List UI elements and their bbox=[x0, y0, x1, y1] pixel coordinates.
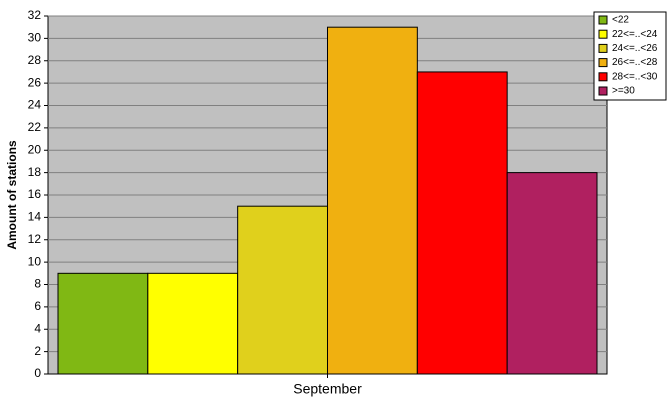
legend-swatch bbox=[598, 29, 608, 39]
legend-label: 22<=..<24 bbox=[612, 29, 658, 40]
y-tick-label: 12 bbox=[28, 232, 42, 246]
legend-label: 26<=..<28 bbox=[612, 57, 658, 68]
y-tick-label: 14 bbox=[28, 210, 42, 224]
y-tick-label: 2 bbox=[34, 344, 41, 358]
bar bbox=[416, 71, 508, 375]
legend-swatch bbox=[598, 58, 608, 68]
y-tick-label: 10 bbox=[28, 254, 42, 268]
y-tick-label: 6 bbox=[34, 299, 41, 313]
y-tick-label: 0 bbox=[34, 366, 41, 380]
y-tick-label: 24 bbox=[28, 98, 42, 112]
legend-swatch bbox=[598, 15, 608, 25]
legend-swatch bbox=[598, 86, 608, 96]
y-tick-label: 16 bbox=[28, 187, 42, 201]
y-tick-label: 26 bbox=[28, 75, 42, 89]
bar bbox=[57, 272, 149, 375]
legend-label: 24<=..<26 bbox=[612, 43, 658, 54]
bar bbox=[147, 272, 239, 375]
legend-box bbox=[593, 11, 667, 101]
y-tick-label: 22 bbox=[28, 120, 42, 134]
y-tick-label: 4 bbox=[34, 321, 41, 335]
y-tick-label: 30 bbox=[28, 31, 42, 45]
legend-swatch bbox=[598, 43, 608, 53]
bar bbox=[237, 205, 329, 375]
bar bbox=[327, 26, 418, 375]
y-tick-label: 32 bbox=[28, 8, 42, 22]
legend: <22 22<=..<24 24<=..<26 26<=..<28 28<=..<30 >… bbox=[593, 11, 667, 101]
y-tick-label: 8 bbox=[34, 277, 41, 291]
y-tick-label: 20 bbox=[28, 142, 42, 156]
legend-label: <22 bbox=[612, 15, 629, 26]
x-tick-label: September bbox=[293, 381, 362, 397]
bar bbox=[506, 172, 598, 375]
legend-label: >=30 bbox=[612, 86, 635, 97]
legend-label: 28<=..<30 bbox=[612, 71, 658, 82]
y-tick-label: 28 bbox=[28, 53, 42, 67]
y-tick-label: 18 bbox=[28, 165, 42, 179]
y-axis-label: Amount of stations bbox=[5, 140, 19, 250]
legend-swatch bbox=[598, 72, 608, 82]
